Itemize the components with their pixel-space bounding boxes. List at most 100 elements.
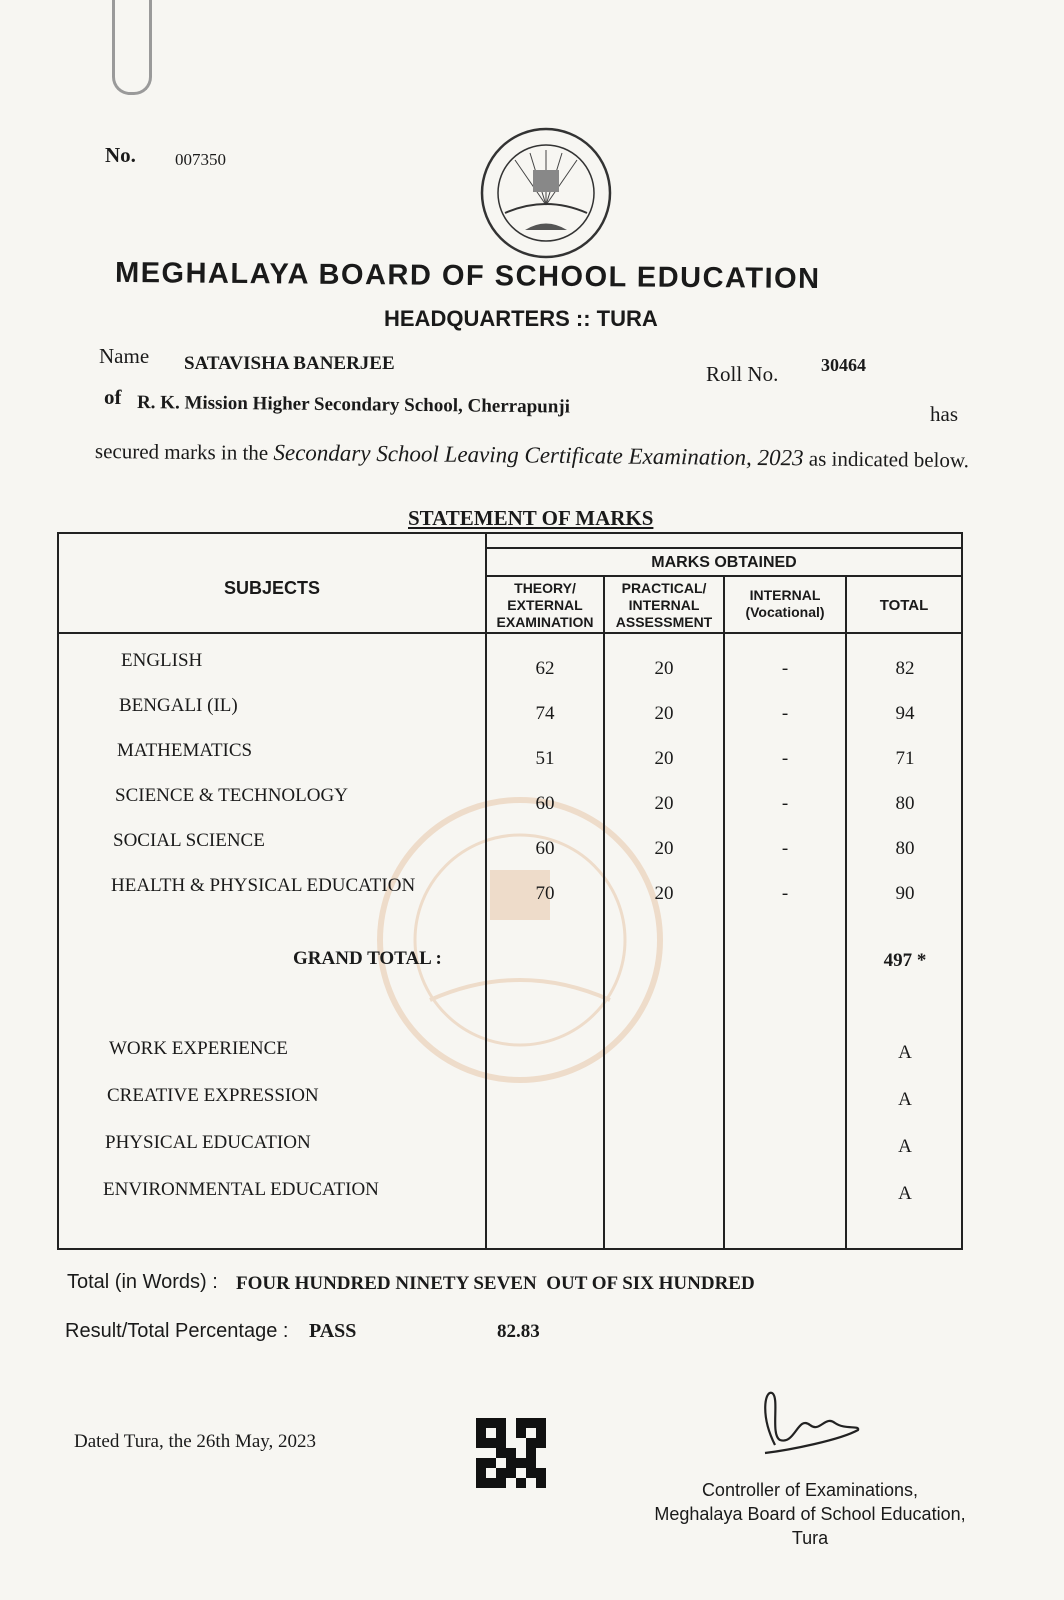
theory-marks: 74	[535, 703, 555, 724]
grade-subject-name: CREATIVE EXPRESSION	[107, 1085, 319, 1106]
qr-module	[526, 1418, 536, 1428]
roll-label: Roll No.	[706, 362, 779, 386]
qr-module	[536, 1438, 546, 1448]
grade-value: A	[898, 1183, 912, 1204]
grand-total-value: 497 *	[883, 950, 927, 971]
qr-module	[536, 1468, 546, 1478]
header-theory-line: EXTERNAL	[507, 597, 583, 613]
qr-module	[526, 1468, 536, 1478]
qr-module	[476, 1418, 486, 1428]
qr-module	[516, 1428, 526, 1438]
grade-subject-name: WORK EXPERIENCE	[109, 1038, 288, 1059]
total-marks: 94	[895, 703, 915, 724]
qr-module	[526, 1448, 536, 1458]
total-marks: 82	[895, 658, 915, 679]
name-label: Name	[99, 344, 150, 368]
qr-module	[496, 1468, 506, 1478]
grade-value: A	[898, 1136, 912, 1157]
theory-marks: 60	[535, 838, 555, 859]
internal-marks: -	[781, 658, 789, 679]
qr-module	[506, 1448, 516, 1458]
header-internal-line: INTERNAL	[749, 587, 821, 603]
result-value: PASS	[309, 1320, 357, 1342]
theory-marks: 60	[535, 793, 555, 814]
grade-subject-name: PHYSICAL EDUCATION	[105, 1132, 311, 1153]
subject-name: HEALTH & PHYSICAL EDUCATION	[111, 875, 416, 896]
secured-prefix: secured marks in the	[94, 439, 269, 465]
qr-module	[536, 1478, 546, 1488]
qr-module	[496, 1438, 506, 1448]
statement-heading: STATEMENT OF MARKS	[408, 506, 654, 530]
practical-marks: 20	[654, 883, 674, 904]
internal-marks: -	[781, 703, 789, 724]
header-practical: PRACTICAL/ INTERNAL ASSESSMENT	[605, 580, 723, 631]
theory-marks: 70	[535, 883, 555, 904]
total-marks: 90	[895, 883, 915, 904]
header-theory-line: EXAMINATION	[496, 614, 594, 630]
exam-name: Secondary School Leaving Certificate Exa…	[273, 439, 804, 471]
subject-name: SCIENCE & TECHNOLOGY	[115, 785, 348, 806]
qr-code	[476, 1418, 546, 1488]
dated-text: Dated Tura, the 26th May, 2023	[74, 1431, 317, 1452]
practical-marks: 20	[654, 703, 674, 724]
qr-module	[536, 1418, 546, 1428]
header-theory-line: THEORY/	[514, 580, 576, 596]
percentage-value: 82.83	[497, 1321, 540, 1342]
total-marks: 80	[895, 838, 915, 859]
internal-marks: -	[781, 748, 789, 769]
board-seal-watermark	[377, 797, 663, 1083]
qr-module	[526, 1458, 536, 1468]
internal-marks: -	[781, 793, 789, 814]
subject-name: BENGALI (IL)	[119, 695, 238, 716]
theory-marks: 62	[535, 658, 555, 679]
qr-module	[496, 1448, 506, 1458]
theory-marks: 51	[535, 748, 555, 769]
total-words-label: Total (in Words) :	[67, 1271, 218, 1293]
qr-module	[536, 1428, 546, 1438]
qr-module	[496, 1478, 506, 1488]
board-seal-logo	[480, 127, 612, 259]
total-marks: 80	[895, 793, 915, 814]
student-name: SATAVISHA BANERJEE	[184, 353, 395, 374]
qr-module	[496, 1428, 506, 1438]
practical-marks: 20	[654, 793, 674, 814]
grade-subject-name: ENVIRONMENTAL EDUCATION	[103, 1179, 379, 1200]
practical-marks: 20	[654, 658, 674, 679]
qr-module	[496, 1418, 506, 1428]
marks-table: SUBJECTS MARKS OBTAINED THEORY/ EXTERNAL…	[57, 532, 963, 1250]
qr-module	[476, 1468, 486, 1478]
header-practical-line: INTERNAL	[628, 597, 700, 613]
number-label: No.	[105, 143, 136, 167]
qr-module	[486, 1458, 496, 1468]
paper-clip	[112, 0, 152, 95]
qr-module	[486, 1478, 496, 1488]
qr-module	[476, 1478, 486, 1488]
qr-module	[486, 1438, 496, 1448]
certificate-number: 007350	[175, 150, 226, 169]
internal-marks: -	[781, 883, 789, 904]
practical-marks: 20	[654, 838, 674, 859]
qr-module	[506, 1468, 516, 1478]
signatory-title: Controller of Examinations,	[701, 1480, 919, 1500]
qr-module	[516, 1478, 526, 1488]
signatory-block: Controller of Examinations, Meghalaya Bo…	[640, 1478, 980, 1550]
result-label: Result/Total Percentage :	[65, 1320, 289, 1342]
subject-name: MATHEMATICS	[117, 740, 253, 761]
grand-total-label: GRAND TOTAL :	[293, 948, 442, 969]
header-internal: INTERNAL (Vocational)	[725, 587, 845, 621]
has-text: has	[930, 402, 958, 426]
total-words: FOUR HUNDRED NINETY SEVEN OUT OF SIX HUN…	[236, 1273, 755, 1294]
qr-module	[486, 1418, 496, 1428]
roll-number: 30464	[821, 355, 866, 375]
header-practical-line: PRACTICAL/	[621, 580, 707, 596]
practical-marks: 20	[654, 748, 674, 769]
grade-value: A	[898, 1089, 912, 1110]
qr-module	[476, 1458, 486, 1468]
signatory-board: Meghalaya Board of School Education,	[654, 1504, 966, 1524]
grade-value: A	[898, 1042, 912, 1063]
school-name: R. K. Mission Higher Secondary School, C…	[136, 392, 571, 418]
header-total: TOTAL	[879, 597, 929, 614]
board-name: MEGHALAYA BOARD OF SCHOOL EDUCATION	[114, 256, 821, 296]
qr-module	[506, 1458, 516, 1468]
total-marks: 71	[895, 748, 915, 769]
